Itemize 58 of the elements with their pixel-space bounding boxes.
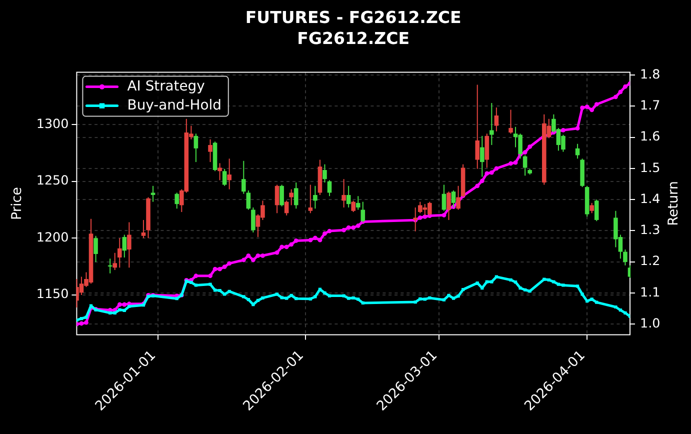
candlestick xyxy=(227,158,232,190)
candlestick xyxy=(308,184,313,214)
candlestick xyxy=(322,164,327,183)
candlestick xyxy=(222,168,227,186)
candlestick xyxy=(141,219,146,239)
y2-tick-label: 1.1 xyxy=(640,284,660,300)
candlestick xyxy=(313,185,318,210)
candlestick xyxy=(594,199,599,222)
y2-axis-title: Return xyxy=(666,181,682,226)
candlestick xyxy=(490,102,494,146)
y2-tick-label: 1.5 xyxy=(640,160,660,175)
candlestick xyxy=(174,192,180,210)
y2-tick-label: 1.3 xyxy=(640,222,660,238)
candlestick xyxy=(480,135,484,178)
candlestick xyxy=(218,162,222,181)
candlestick xyxy=(356,196,360,210)
y-tick-label: 1200 xyxy=(36,229,69,244)
y-tick-label: 1150 xyxy=(36,286,69,302)
candlestick xyxy=(122,234,127,258)
y2-tick-label: 1.0 xyxy=(640,315,660,330)
candlestick xyxy=(623,249,628,266)
candlestick xyxy=(284,200,289,216)
y-tick-label: 1300 xyxy=(36,116,69,131)
candlestick xyxy=(289,188,294,206)
candlestick xyxy=(242,160,246,194)
candlestick xyxy=(127,222,132,268)
candlestick xyxy=(94,235,98,262)
candlestick xyxy=(351,200,356,213)
candlestick xyxy=(342,178,346,208)
candlestick xyxy=(475,84,480,170)
candlestick xyxy=(251,206,256,233)
y-axis-title: Price xyxy=(9,187,26,220)
candlestick xyxy=(442,184,446,212)
candlestick xyxy=(194,133,198,163)
candlestick xyxy=(150,185,156,202)
candlestick xyxy=(327,180,332,197)
candlestick xyxy=(494,107,499,132)
candlestick xyxy=(294,182,298,210)
candlestick xyxy=(522,154,528,176)
legend-label: Buy-and-Hold xyxy=(127,97,222,114)
y2-tick-label: 1.8 xyxy=(640,66,660,82)
candlestick xyxy=(280,184,284,207)
y2-tick-label: 1.6 xyxy=(640,128,660,144)
candlestick xyxy=(246,190,251,210)
y2-tick-label: 1.7 xyxy=(640,98,660,113)
candlestick xyxy=(508,109,513,134)
candlestick xyxy=(208,138,212,163)
y2-tick-label: 1.2 xyxy=(640,253,660,268)
candlestick xyxy=(274,184,280,214)
y2-tick-label: 1.4 xyxy=(640,190,660,206)
y-tick-label: 1250 xyxy=(36,172,69,188)
legend-label: AI Strategy xyxy=(127,78,205,94)
candlestick xyxy=(117,238,122,268)
candlestick xyxy=(590,202,594,214)
candlestick xyxy=(484,133,490,168)
candlestick xyxy=(112,252,118,270)
candlestick xyxy=(346,185,351,208)
chart-title: FUTURES - FG2612.ZCE FG2612.ZCE xyxy=(245,8,462,48)
